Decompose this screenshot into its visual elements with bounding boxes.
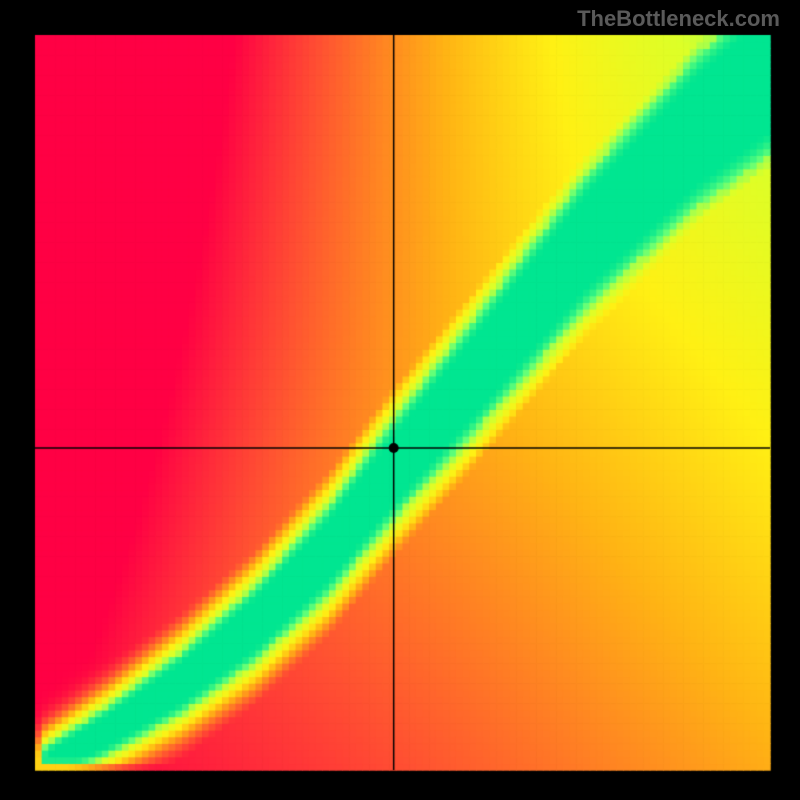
heatmap-canvas xyxy=(0,0,800,800)
watermark-text: TheBottleneck.com xyxy=(577,6,780,32)
chart-container: TheBottleneck.com xyxy=(0,0,800,800)
